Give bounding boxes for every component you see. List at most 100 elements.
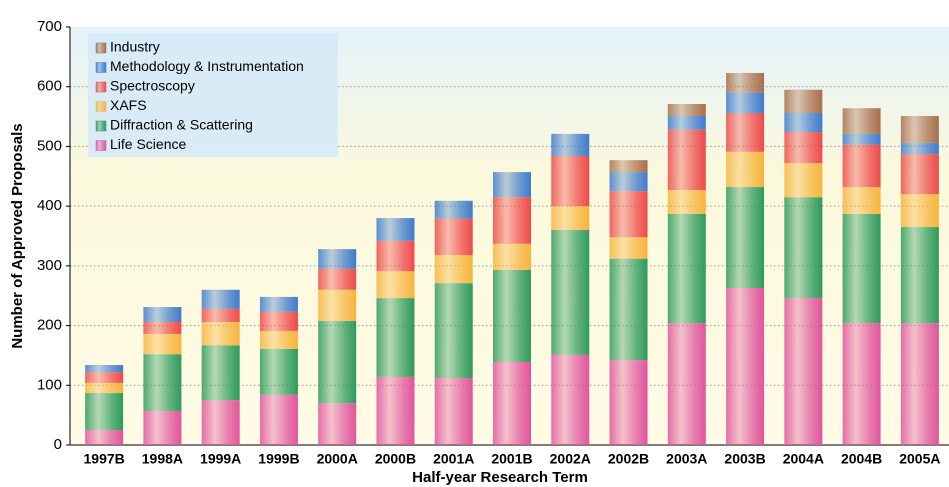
x-tick-label: 1998A [142,451,183,467]
bar-segment [784,132,823,164]
y-tick-label: 500 [37,137,62,154]
x-axis-label: Half-year Research Term [412,469,588,486]
bar-segment [842,133,881,145]
x-tick-label: 2004B [841,451,882,467]
legend-label: Spectroscopy [110,78,195,94]
legend-label: Industry [110,39,160,55]
bar-segment [493,243,531,271]
x-tick-label: 1999B [258,451,299,467]
bar-segment [784,112,823,133]
legend-box [88,33,338,157]
x-tick-label: 2005A [899,451,940,467]
bar-segment [609,160,648,173]
y-tick-label: 100 [37,376,62,393]
bar-segment [259,296,298,312]
bar-segment [85,364,124,373]
bar-segment [551,155,590,207]
bar-segment [726,112,765,152]
bar-segment [85,430,124,445]
x-tick-label: 2004A [783,451,824,467]
bar-segment [318,403,357,445]
bar-segment [259,311,298,331]
bar-segment [434,255,473,284]
bar-segment [667,323,706,445]
bar-segment [726,187,765,288]
bar-segment [726,72,765,93]
bar-segment [609,191,648,238]
bar-segment [85,393,124,431]
bar-segment [900,194,939,228]
bar-segment [493,197,531,244]
bar-segment [143,410,182,445]
bar-segment [201,400,240,445]
legend-swatch [95,81,107,93]
bar-segment [259,330,298,349]
x-tick-label: 2003B [724,451,765,467]
bar-segment [201,345,240,401]
bar-segment [726,151,765,188]
bar-segment [143,354,182,411]
bar-segment [667,115,706,130]
bar-segment [143,307,182,322]
bar-segment [667,213,706,324]
legend-swatch [95,62,107,73]
bar-segment [376,218,415,241]
bar-segment [609,237,648,259]
bar-segment [85,382,124,394]
bar-segment [201,289,240,309]
y-tick-label: 400 [37,197,62,214]
bar-segment [842,323,881,445]
bar-segment [551,133,590,156]
bar-segment [667,129,706,191]
legend-label: Life Science [110,136,186,152]
x-tick-label: 2003A [666,451,707,467]
bar-segment [201,321,240,346]
legend-swatch [95,120,107,132]
bar-segment [726,287,765,445]
bar-segment [376,298,415,377]
bar-segment [85,372,124,383]
bar-segment [434,218,473,256]
legend-swatch [95,42,107,54]
bar-segment [551,206,590,231]
x-tick-label: 1999A [200,451,241,467]
bar-segment [376,376,415,445]
bar-segment [493,361,531,445]
bar-segment [318,320,357,404]
bar-segment [900,154,939,195]
bar-segment [551,354,590,445]
bar-segment [259,394,298,445]
x-tick-label: 2001B [491,451,532,467]
bar-segment [900,323,939,445]
bar-segment [493,172,531,198]
bar-segment [434,378,473,445]
x-tick-label: 2002A [550,451,591,467]
legend-swatch [95,101,107,112]
bar-segment [726,92,765,113]
bar-segment [609,360,648,445]
bar-segment [376,240,415,272]
x-tick-label: 2002B [608,451,649,467]
y-tick-label: 0 [54,436,62,453]
bar-segment [201,308,240,322]
bar-segment [784,298,823,445]
bar-segment [784,89,823,113]
bar-segment [842,187,881,214]
bar-segment [318,289,357,321]
bar-segment [842,108,881,134]
bar-segment [259,348,298,395]
y-tick-label: 700 [37,18,62,35]
x-tick-label: 2000A [317,451,358,467]
y-axis-label: Number of Approved Proposals [9,123,26,348]
bar-segment [900,142,939,155]
bar-segment [900,227,939,324]
y-tick-label: 300 [37,257,62,274]
legend-label: XAFS [110,97,147,113]
y-tick-label: 600 [37,78,62,95]
bar-segment [784,197,823,299]
y-tick-label: 200 [37,317,62,334]
bar-segment [900,115,939,143]
bar-segment [376,271,415,299]
bar-segment [784,163,823,198]
